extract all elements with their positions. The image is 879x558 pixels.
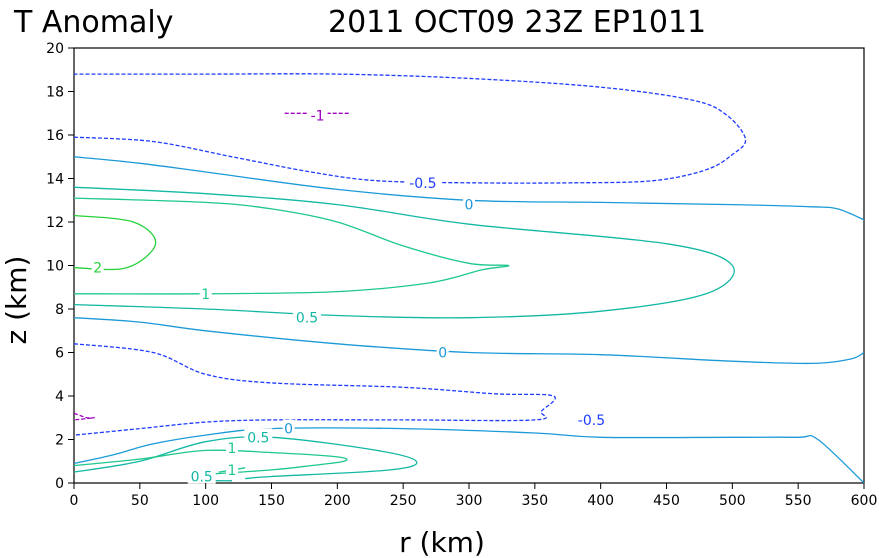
x-tick-label: 100 bbox=[192, 493, 219, 509]
contour-label-bg bbox=[307, 106, 328, 123]
contour-line-neg0p5 bbox=[73, 343, 556, 436]
x-tick-label: 600 bbox=[851, 493, 878, 509]
contour-line-0p5 bbox=[73, 436, 418, 480]
x-tick-label: 350 bbox=[521, 493, 548, 509]
contour-label-bg bbox=[573, 410, 610, 427]
chart-title: T Anomaly bbox=[13, 5, 173, 40]
contour-label-bg bbox=[282, 419, 295, 436]
contour-label-bg bbox=[404, 173, 441, 190]
y-tick-label: 8 bbox=[55, 302, 64, 318]
contour-label: -1 bbox=[311, 108, 325, 124]
y-tick-label: 20 bbox=[46, 41, 64, 57]
contour-label: 2 bbox=[93, 261, 102, 277]
contour-line-neg0p5 bbox=[73, 73, 747, 184]
contour-labels: -1 -0.5 -0.5 0 0 0 0.5 0.5 0.5 1 1 1 2 bbox=[91, 106, 610, 485]
contour-label: 1 bbox=[228, 463, 237, 479]
contour-label: 0.5 bbox=[247, 430, 269, 446]
y-axis-label: z (km) bbox=[0, 256, 33, 345]
contour-label: 0 bbox=[284, 422, 293, 438]
contour-line-0p5 bbox=[73, 186, 735, 319]
contour-label: 1 bbox=[201, 287, 210, 303]
contour-label: -0.5 bbox=[409, 176, 436, 192]
contour-line-neg1 bbox=[73, 412, 95, 421]
contour-label-bg bbox=[436, 343, 449, 360]
contour-label: 1 bbox=[228, 441, 237, 457]
contour-label: 0 bbox=[438, 346, 447, 362]
x-tick-label: 450 bbox=[653, 493, 680, 509]
y-tick-label: 14 bbox=[46, 172, 64, 188]
x-tick-label: 250 bbox=[390, 493, 417, 509]
y-axis-ticks: 0 2 4 6 8 10 12 14 16 18 20 bbox=[46, 41, 74, 492]
y-tick-label: 2 bbox=[55, 433, 64, 449]
contour-label-bg bbox=[91, 258, 104, 275]
contour-line-1 bbox=[73, 449, 348, 475]
contour-label: -0.5 bbox=[578, 413, 605, 429]
x-tick-label: 200 bbox=[324, 493, 351, 509]
contour-label-bg bbox=[463, 195, 475, 212]
contour-label-bg bbox=[226, 439, 238, 456]
x-tick-label: 400 bbox=[587, 493, 614, 509]
contour-label-bg bbox=[226, 460, 238, 477]
plot-frame bbox=[73, 47, 865, 484]
y-tick-label: 0 bbox=[55, 476, 64, 492]
contour-label-bg bbox=[293, 308, 322, 325]
x-tick-label: 550 bbox=[785, 493, 812, 509]
x-tick-label: 300 bbox=[456, 493, 483, 509]
contour-line-0 bbox=[73, 427, 865, 484]
contour-label: 0.5 bbox=[296, 311, 318, 327]
contour-line-0 bbox=[73, 317, 865, 365]
y-tick-label: 6 bbox=[55, 346, 64, 362]
contour-label: 0 bbox=[465, 198, 474, 214]
y-tick-label: 10 bbox=[46, 259, 64, 275]
x-tick-label: 500 bbox=[719, 493, 746, 509]
x-tick-label: 150 bbox=[258, 493, 285, 509]
contour-line-2 bbox=[73, 214, 157, 271]
y-tick-label: 12 bbox=[46, 215, 64, 231]
y-tick-label: 18 bbox=[46, 85, 64, 101]
contour-label: 0.5 bbox=[191, 469, 213, 485]
y-tick-label: 4 bbox=[55, 389, 64, 405]
contour-label-bg bbox=[199, 284, 212, 301]
chart-subtitle: 2011 OCT09 23Z EP1011 bbox=[328, 5, 706, 40]
contour-lines bbox=[73, 73, 865, 484]
x-axis-ticks: 0 50 100 150 200 250 300 350 400 450 500 550 600 bbox=[70, 483, 878, 509]
contour-line-1 bbox=[73, 197, 510, 295]
x-tick-label: 0 bbox=[70, 493, 79, 509]
contour-label-bg bbox=[244, 428, 273, 445]
contour-line-0 bbox=[73, 156, 865, 221]
x-axis-label: r (km) bbox=[399, 526, 485, 558]
y-tick-label: 16 bbox=[46, 128, 64, 144]
x-tick-label: 50 bbox=[131, 493, 149, 509]
contour-label-bg bbox=[187, 467, 216, 484]
